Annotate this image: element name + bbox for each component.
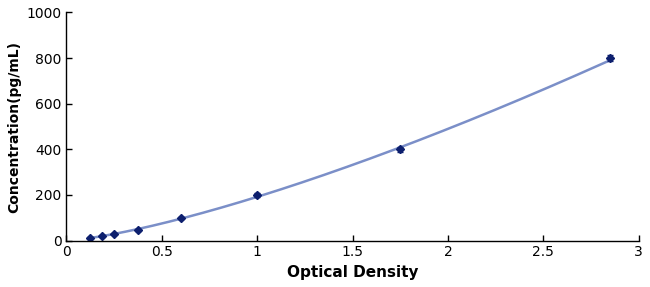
X-axis label: Optical Density: Optical Density	[287, 265, 419, 280]
Y-axis label: Concentration(pg/mL): Concentration(pg/mL)	[7, 40, 21, 213]
